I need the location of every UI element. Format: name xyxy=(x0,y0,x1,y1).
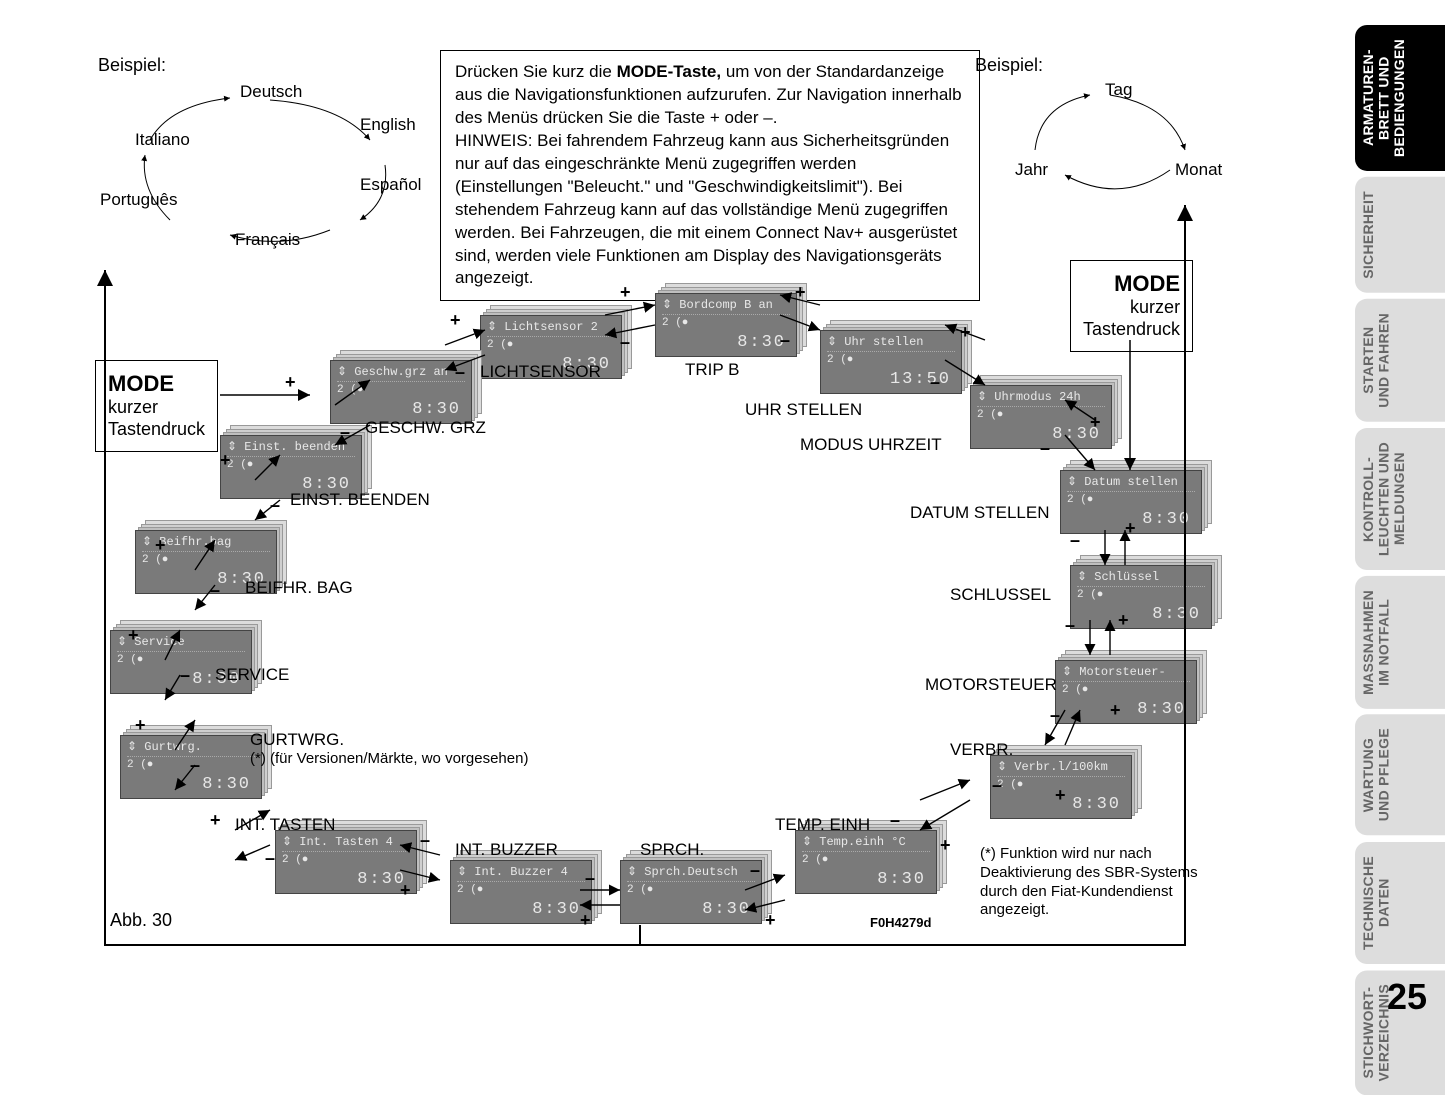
info-box: Drücken Sie kurz die MODE-Taste, um von … xyxy=(440,50,980,301)
display-intbuzzer: ⇕ Int. Buzzer 42 (●8:30 xyxy=(450,860,590,922)
lang-en: English xyxy=(360,115,416,135)
lang-de: Deutsch xyxy=(240,82,302,102)
figure-code: F0H4279d xyxy=(870,915,931,930)
lbl-gurtwrg: GURTWRG. xyxy=(250,730,344,750)
lbl-uhrstellen: UHR STELLEN xyxy=(745,400,862,420)
lbl-beifhrbag: BEIFHR. BAG xyxy=(245,578,353,598)
mode-line2-r: Tastendruck xyxy=(1083,319,1180,341)
chapter-tab-3[interactable]: KONTROLL- LEUCHTEN UND MELDUNGEN xyxy=(1355,428,1445,570)
lbl-service: SERVICE xyxy=(215,665,289,685)
chapter-tabs: ARMATUREN- BRETT UND BEDIENGUNGENSICHERH… xyxy=(1355,25,1445,1095)
date-jahr: Jahr xyxy=(1015,160,1048,180)
mode-line2: Tastendruck xyxy=(108,419,205,441)
lbl-schlussel: SCHLUSSEL xyxy=(950,585,1051,605)
lbl-motorsteuer: MOTORSTEUER xyxy=(925,675,1057,695)
figure-ref: Abb. 30 xyxy=(110,910,172,931)
mode-line1-r: kurzer xyxy=(1083,297,1180,319)
mode-line1: kurzer xyxy=(108,397,205,419)
lbl-intbuzzer: INT. BUZZER xyxy=(455,840,558,860)
example-label-left: Beispiel: xyxy=(98,55,166,76)
chapter-tab-2[interactable]: STARTEN UND FAHREN xyxy=(1355,299,1445,422)
mode-box-left: MODE kurzer Tastendruck xyxy=(95,360,218,452)
example-label-right: Beispiel: xyxy=(975,55,1043,76)
lbl-verbr: VERBR. xyxy=(950,740,1013,760)
diagram-page: Beispiel: Deutsch English Español França… xyxy=(80,40,1300,980)
display-tempeinhc: ⇕ Temp.einh °C2 (●8:30 xyxy=(795,830,935,892)
lbl-tripb: TRIP B xyxy=(685,360,739,380)
page-number: 25 xyxy=(1387,976,1427,1018)
display-tripb: ⇕ Bordcomp B an2 (●8:30 xyxy=(655,293,795,355)
footnote: (*) Funktion wird nur nach Deaktivierung… xyxy=(980,845,1205,920)
info-text: Drücken Sie kurz die MODE-Taste, um von … xyxy=(455,62,962,287)
lang-es: Español xyxy=(360,175,421,195)
mode-box-right: MODE kurzer Tastendruck xyxy=(1070,260,1193,352)
lbl-datumstellen: DATUM STELLEN xyxy=(910,503,1050,523)
lbl-uhrmodus: MODUS UHRZEIT xyxy=(800,435,942,455)
lbl-geschw: GESCHW. GRZ xyxy=(365,418,486,438)
chapter-tab-6[interactable]: TECHNISCHE DATEN xyxy=(1355,842,1445,964)
lbl-sprch: SPRCH. xyxy=(640,840,704,860)
display-inttasten: ⇕ Int. Tasten 42 (●8:30 xyxy=(275,830,415,892)
lang-it: Italiano xyxy=(135,130,190,150)
chapter-tab-1[interactable]: SICHERHEIT xyxy=(1355,177,1445,293)
lang-pt: Português xyxy=(100,190,178,210)
chapter-tab-5[interactable]: WARTUNG UND PFLEGE xyxy=(1355,714,1445,835)
chapter-tab-0[interactable]: ARMATUREN- BRETT UND BEDIENGUNGEN xyxy=(1355,25,1445,171)
lbl-einstbeenden: EINST. BEENDEN xyxy=(290,490,430,510)
note-gurtwrg: (*) (für Versionen/Märkte, wo vorgesehen… xyxy=(250,750,528,769)
display-sprch: ⇕ Sprch.Deutsch2 (●8:30 xyxy=(620,860,760,922)
lang-fr: Français xyxy=(235,230,300,250)
date-monat: Monat xyxy=(1175,160,1222,180)
display-motorsteuer: ⇕ Motorsteuer-2 (●8:30 xyxy=(1055,660,1195,722)
lbl-inttasten: INT. TASTEN xyxy=(235,815,335,835)
mode-title-r: MODE xyxy=(1083,271,1180,297)
date-tag: Tag xyxy=(1105,80,1132,100)
lbl-tempeinh: TEMP. EINH xyxy=(775,815,870,835)
display-einstbeenden: ⇕ Einst. beenden2 (●8:30 xyxy=(220,435,360,497)
lbl-lichtsensor: LICHTSENSOR xyxy=(480,362,601,382)
display-schlussel: ⇕ Schlüssel2 (●8:30 xyxy=(1070,565,1210,627)
chapter-tab-4[interactable]: MASSNAHMEN IM NOTFALL xyxy=(1355,576,1445,709)
display-geschw: ⇕ Geschw.grz an2 (●8:30 xyxy=(330,360,470,422)
mode-title: MODE xyxy=(108,371,205,397)
